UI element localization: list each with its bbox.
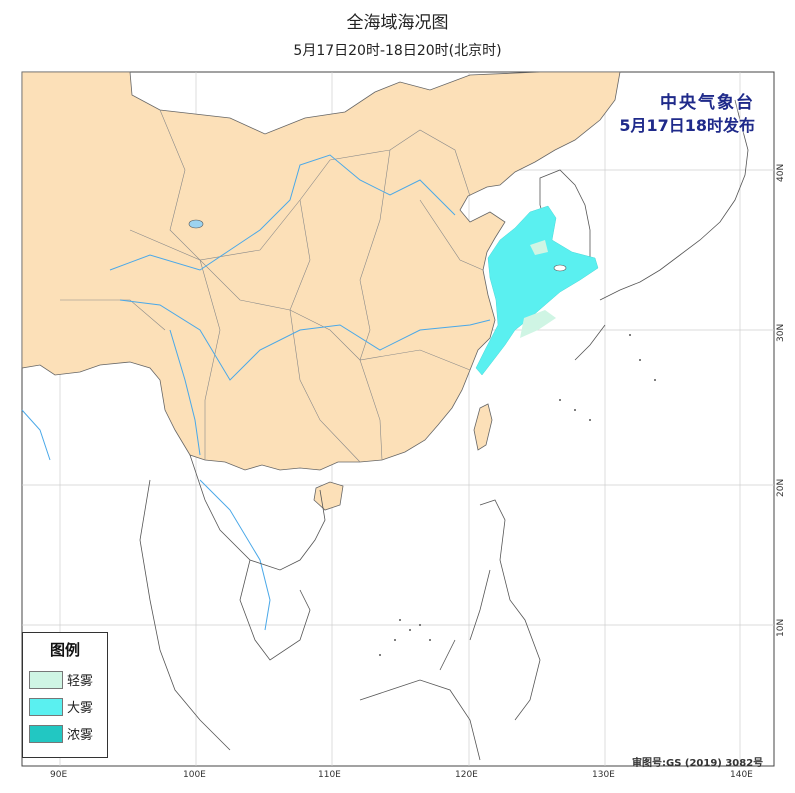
philippine-islands bbox=[439, 499, 541, 721]
lon-label: 120E bbox=[455, 770, 478, 780]
legend-item-thick-fog: 浓雾 bbox=[23, 720, 107, 747]
japan-islands bbox=[574, 99, 749, 361]
fog-light-area bbox=[520, 310, 556, 338]
china-landmass bbox=[21, 71, 621, 471]
legend-label: 大雾 bbox=[67, 701, 94, 716]
lon-label: 100E bbox=[183, 770, 206, 780]
dense-fog-swatch bbox=[29, 697, 63, 716]
legend-item-dense-fog: 大雾 bbox=[23, 693, 107, 720]
legend-label: 浓雾 bbox=[67, 728, 94, 743]
hainan-island bbox=[313, 481, 344, 511]
jeju-island bbox=[553, 264, 567, 272]
small-islands bbox=[379, 334, 656, 656]
province-boundaries bbox=[60, 109, 484, 463]
legend-label: 轻雾 bbox=[67, 674, 94, 689]
thick-fog-swatch bbox=[29, 724, 63, 743]
borneo-coast bbox=[359, 679, 481, 761]
lon-label: 110E bbox=[318, 770, 341, 780]
lat-label: 40N bbox=[776, 163, 786, 182]
lon-label: 90E bbox=[50, 770, 68, 780]
forecast-period: 5月17日20时-18日20时(北京时) bbox=[293, 43, 502, 59]
light-fog-swatch bbox=[29, 670, 63, 689]
qinghai-lake bbox=[188, 219, 204, 229]
map-approval-number: 审图号:GS (2019) 3082号 bbox=[632, 758, 764, 769]
legend: 图例 轻雾 大雾 浓雾 bbox=[22, 632, 108, 758]
fog-light-area-2 bbox=[530, 240, 548, 255]
lat-label: 20N bbox=[776, 478, 786, 497]
issue-time: 5月17日18时发布 bbox=[619, 116, 755, 135]
legend-item-light-fog: 轻雾 bbox=[23, 666, 107, 693]
fog-heavy-area bbox=[475, 205, 599, 376]
taiwan-island bbox=[473, 403, 493, 451]
lon-label: 140E bbox=[730, 770, 753, 780]
issuer-name: 中央气象台 bbox=[660, 93, 755, 113]
se-asia-coast bbox=[139, 454, 326, 751]
legend-title: 图例 bbox=[49, 641, 80, 659]
rivers bbox=[21, 154, 491, 631]
lat-label: 30N bbox=[776, 323, 786, 342]
lat-label: 10N bbox=[776, 618, 786, 637]
lon-label: 130E bbox=[592, 770, 615, 780]
page-title: 全海域海况图 bbox=[346, 13, 449, 33]
